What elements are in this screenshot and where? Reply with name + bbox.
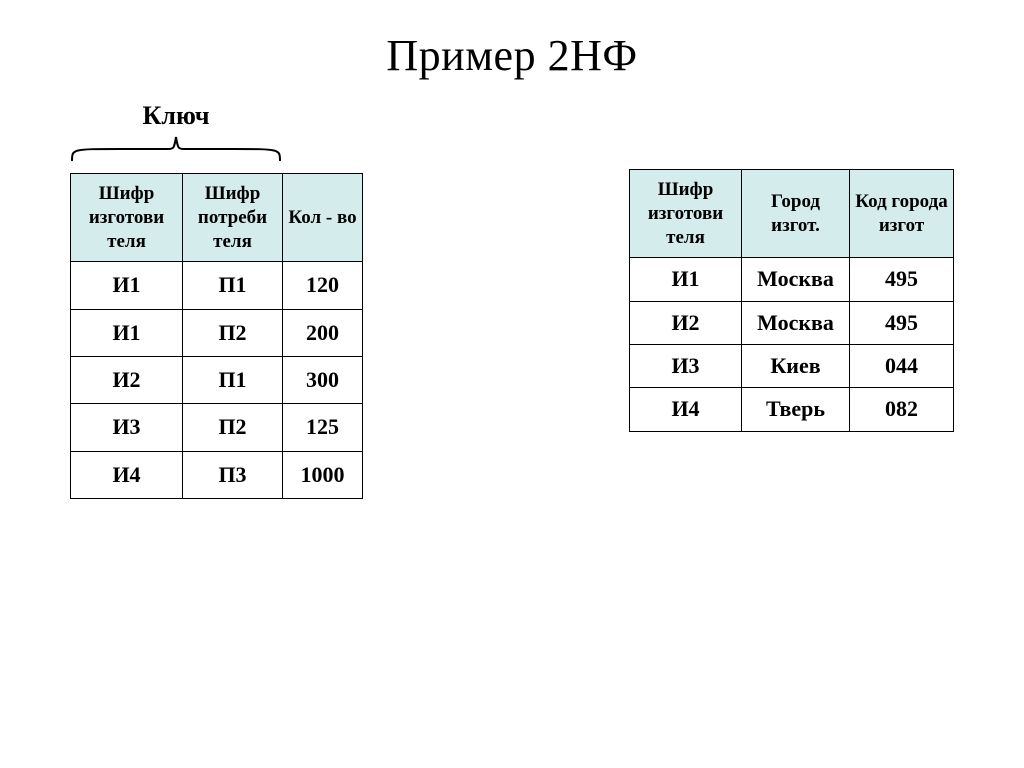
col-header: Кол - во	[283, 174, 363, 262]
cell: 495	[850, 301, 954, 344]
cell: Москва	[742, 258, 850, 301]
cell: 120	[283, 262, 363, 309]
table-header-row: Шифр изготови теля Шифр потреби теля Кол…	[71, 174, 363, 262]
cell: 495	[850, 258, 954, 301]
cell: П3	[183, 451, 283, 498]
cell: 200	[283, 309, 363, 356]
cell: И1	[630, 258, 742, 301]
key-label: Ключ	[70, 101, 282, 131]
table-row: И1 П1 120	[71, 262, 363, 309]
cell: И1	[71, 309, 183, 356]
cell: Тверь	[742, 388, 850, 431]
left-table: Шифр изготови теля Шифр потреби теля Кол…	[70, 173, 363, 499]
table-row: И1 П2 200	[71, 309, 363, 356]
table-row: И1 Москва 495	[630, 258, 954, 301]
table-row: И2 П1 300	[71, 357, 363, 404]
cell: И3	[630, 345, 742, 388]
table-row: И2 Москва 495	[630, 301, 954, 344]
cell: 044	[850, 345, 954, 388]
right-table-group: Шифр изготови теля Город изгот. Код горо…	[629, 169, 954, 499]
cell: П1	[183, 262, 283, 309]
table-row: И4 Тверь 082	[630, 388, 954, 431]
col-header: Шифр изготови теля	[71, 174, 183, 262]
page-title: Пример 2НФ	[0, 0, 1024, 81]
key-brace	[70, 133, 282, 167]
content: Ключ Шифр изготови теля Шифр потреби тел…	[0, 81, 1024, 499]
cell: 082	[850, 388, 954, 431]
col-header: Шифр потреби теля	[183, 174, 283, 262]
cell: 300	[283, 357, 363, 404]
table-row: И3 Киев 044	[630, 345, 954, 388]
col-header: Город изгот.	[742, 170, 850, 258]
cell: И4	[71, 451, 183, 498]
col-header: Шифр изготови теля	[630, 170, 742, 258]
cell: И4	[630, 388, 742, 431]
cell: П2	[183, 404, 283, 451]
cell: 1000	[283, 451, 363, 498]
cell: П2	[183, 309, 283, 356]
cell: И2	[630, 301, 742, 344]
table-row: И4 П3 1000	[71, 451, 363, 498]
cell: И2	[71, 357, 183, 404]
right-table: Шифр изготови теля Город изгот. Код горо…	[629, 169, 954, 432]
cell: И3	[71, 404, 183, 451]
brace-icon	[70, 133, 282, 163]
left-table-group: Ключ Шифр изготови теля Шифр потреби тел…	[70, 101, 363, 499]
cell: Москва	[742, 301, 850, 344]
col-header: Код города изгот	[850, 170, 954, 258]
table-header-row: Шифр изготови теля Город изгот. Код горо…	[630, 170, 954, 258]
cell: И1	[71, 262, 183, 309]
cell: 125	[283, 404, 363, 451]
table-row: И3 П2 125	[71, 404, 363, 451]
cell: Киев	[742, 345, 850, 388]
cell: П1	[183, 357, 283, 404]
